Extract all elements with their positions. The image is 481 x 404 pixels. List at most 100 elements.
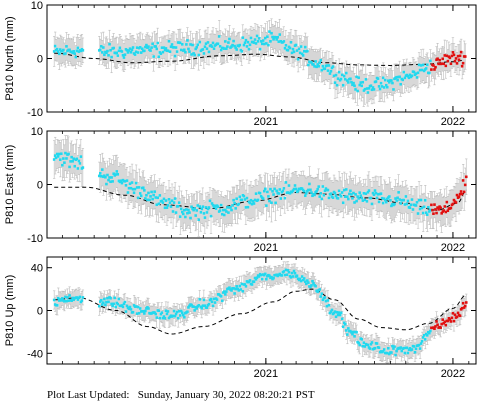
- data-point: [184, 50, 187, 54]
- data-point: [344, 77, 347, 81]
- data-point: [204, 206, 208, 209]
- data-point: [112, 46, 115, 50]
- data-point: [396, 196, 399, 200]
- data-point: [143, 312, 146, 315]
- data-point: [334, 73, 338, 77]
- data-point: [134, 305, 138, 308]
- data-point: [146, 198, 149, 202]
- data-point: [264, 187, 267, 191]
- y-tick-label: -10: [27, 233, 43, 245]
- data-point: [179, 309, 183, 313]
- data-point: [370, 202, 374, 206]
- data-point: [216, 205, 220, 208]
- data-point: [125, 48, 129, 52]
- data-point: [336, 313, 340, 317]
- data-point: [198, 205, 202, 208]
- data-point: [56, 50, 60, 53]
- data-point: [321, 298, 325, 302]
- data-point: [253, 38, 257, 41]
- recent-point: [458, 54, 462, 58]
- data-point: [310, 191, 313, 194]
- y-tick-label: -40: [27, 348, 43, 360]
- data-point: [55, 152, 59, 156]
- data-point: [123, 300, 127, 304]
- y-tick-label: 10: [31, 0, 43, 12]
- recent-point: [434, 325, 437, 328]
- data-point: [188, 50, 191, 53]
- data-point: [346, 333, 349, 336]
- data-point: [244, 38, 248, 42]
- data-point: [346, 195, 349, 199]
- data-point: [379, 81, 383, 85]
- data-point: [115, 170, 119, 173]
- data-point: [112, 172, 115, 176]
- data-point: [126, 191, 130, 194]
- data-point: [263, 42, 266, 46]
- data-point: [73, 164, 76, 168]
- data-point: [286, 269, 290, 272]
- data-point: [150, 46, 153, 49]
- data-point: [284, 44, 288, 47]
- data-point: [68, 294, 71, 297]
- data-point: [321, 185, 325, 188]
- data-point: [361, 80, 365, 84]
- data-point: [404, 195, 408, 198]
- data-point: [64, 295, 67, 299]
- data-point: [53, 154, 57, 157]
- data-point: [110, 176, 113, 179]
- recent-point: [456, 54, 460, 58]
- x-tick-label: 2022: [441, 242, 465, 254]
- recent-point: [458, 192, 462, 196]
- data-point: [418, 207, 422, 211]
- data-point: [426, 63, 429, 67]
- data-point: [381, 350, 385, 353]
- recent-point: [464, 301, 468, 304]
- data-point: [72, 50, 75, 53]
- error-bars: [52, 18, 467, 107]
- data-point: [68, 48, 71, 52]
- data-point: [177, 201, 181, 204]
- data-point: [207, 302, 211, 306]
- data-point: [109, 180, 112, 184]
- data-point: [300, 52, 304, 56]
- data-point: [227, 211, 230, 214]
- data-point: [186, 310, 189, 314]
- data-point: [420, 206, 424, 210]
- data-point: [189, 216, 192, 220]
- data-point: [164, 309, 168, 313]
- data-point: [137, 311, 141, 315]
- data-point: [241, 289, 245, 293]
- data-point: [370, 341, 374, 344]
- recent-point: [443, 205, 447, 208]
- data-point: [218, 45, 222, 48]
- data-point: [314, 284, 317, 288]
- recent-point: [456, 311, 460, 315]
- data-point: [97, 304, 101, 308]
- data-point: [372, 88, 376, 91]
- data-point: [392, 347, 395, 350]
- data-point: [70, 155, 73, 159]
- data-point: [119, 179, 123, 183]
- recent-point: [461, 179, 465, 182]
- recent-point: [462, 190, 466, 194]
- data-point: [81, 166, 85, 169]
- data-point: [277, 192, 280, 195]
- data-point: [131, 187, 135, 191]
- recent-point: [446, 319, 450, 323]
- data-point: [59, 48, 62, 51]
- data-point: [378, 87, 382, 91]
- data-point: [244, 285, 248, 288]
- data-point: [161, 50, 165, 54]
- y-tick-label: 0: [37, 54, 43, 66]
- data-point: [376, 77, 380, 80]
- data-point: [250, 202, 254, 206]
- data-point: [291, 275, 295, 278]
- data-point: [243, 283, 247, 286]
- data-point: [112, 302, 115, 306]
- data-point: [264, 272, 267, 276]
- panel-east: -10 0 10 2021 2022 P810 East (mm): [4, 126, 477, 254]
- data-point: [117, 49, 121, 53]
- last-updated-label: Plot Last Updated:: [47, 389, 130, 401]
- data-point: [213, 301, 217, 304]
- data-point: [174, 312, 178, 316]
